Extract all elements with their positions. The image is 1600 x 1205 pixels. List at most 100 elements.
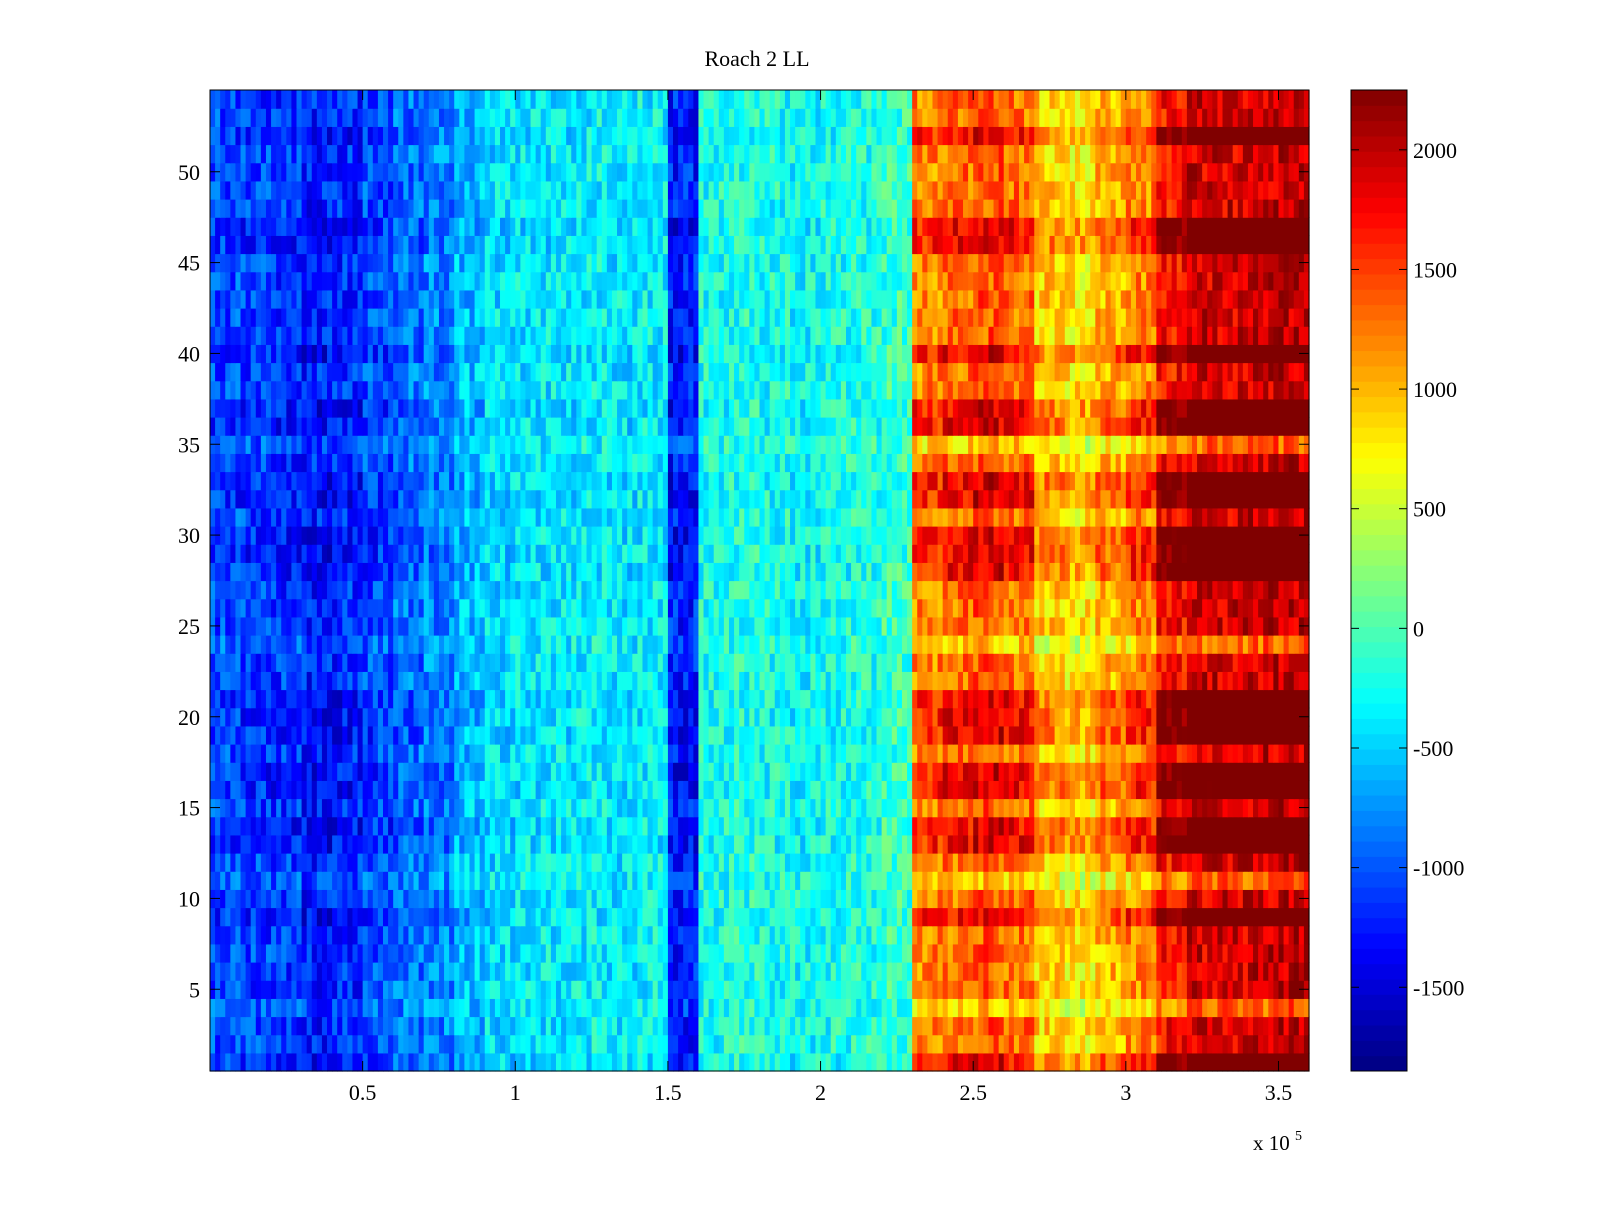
heatmap-cell xyxy=(490,998,496,1017)
heatmap-cell xyxy=(658,1053,664,1072)
heatmap-cell xyxy=(1075,690,1081,709)
heatmap-cell xyxy=(230,1017,236,1036)
heatmap-cell xyxy=(1161,780,1167,799)
heatmap-cell xyxy=(1294,889,1300,908)
heatmap-cell xyxy=(302,817,308,836)
heatmap-cell xyxy=(347,762,353,781)
heatmap-cell xyxy=(1263,889,1269,908)
heatmap-cell xyxy=(724,690,730,709)
heatmap-cell xyxy=(286,1017,292,1036)
heatmap-cell xyxy=(459,690,465,709)
heatmap-cell xyxy=(571,998,577,1017)
heatmap-cell xyxy=(1024,835,1030,854)
heatmap-cell xyxy=(490,980,496,999)
heatmap-cell xyxy=(927,726,933,745)
heatmap-cell xyxy=(668,653,674,672)
heatmap-cell xyxy=(841,944,847,963)
heatmap-cell xyxy=(999,708,1005,727)
heatmap-cell xyxy=(230,944,236,963)
heatmap-cell xyxy=(714,889,720,908)
heatmap-cell xyxy=(536,690,542,709)
heatmap-cell xyxy=(220,799,226,818)
heatmap-cell xyxy=(1289,762,1295,781)
heatmap-cell xyxy=(1167,1035,1173,1054)
heatmap-cell xyxy=(877,817,883,836)
heatmap-cell xyxy=(1050,799,1056,818)
heatmap-cell xyxy=(480,817,486,836)
heatmap-cell xyxy=(327,962,333,981)
heatmap-cell xyxy=(536,871,542,890)
heatmap-cell xyxy=(215,926,221,945)
heatmap-cell xyxy=(373,1053,379,1072)
heatmap-cell xyxy=(1263,708,1269,727)
heatmap-cell xyxy=(637,799,643,818)
heatmap-cell xyxy=(1105,708,1111,727)
heatmap-cell xyxy=(988,871,994,890)
heatmap-cell xyxy=(531,1053,537,1072)
heatmap-cell xyxy=(780,690,786,709)
heatmap-cell xyxy=(1182,926,1188,945)
heatmap-cell xyxy=(856,853,862,872)
heatmap-cell xyxy=(241,780,247,799)
heatmap-cell xyxy=(1192,780,1198,799)
heatmap-cell xyxy=(566,889,572,908)
heatmap-cell xyxy=(327,799,333,818)
heatmap-cell xyxy=(383,1017,389,1036)
heatmap-cell xyxy=(444,671,450,690)
heatmap-cell xyxy=(1141,944,1147,963)
heatmap-cell xyxy=(1075,653,1081,672)
heatmap-cell xyxy=(1146,1035,1152,1054)
heatmap-cell xyxy=(1258,726,1264,745)
heatmap-cell xyxy=(897,817,903,836)
heatmap-cell xyxy=(383,835,389,854)
heatmap-cell xyxy=(815,799,821,818)
heatmap-cell xyxy=(256,944,262,963)
heatmap-cell xyxy=(510,653,516,672)
heatmap-cell xyxy=(1029,799,1035,818)
heatmap-cell xyxy=(1273,889,1279,908)
heatmap-cell xyxy=(332,726,338,745)
heatmap-cell xyxy=(1243,908,1249,927)
heatmap-cell xyxy=(261,908,267,927)
heatmap-cell xyxy=(978,726,984,745)
heatmap-cell xyxy=(749,817,755,836)
heatmap-cell xyxy=(795,889,801,908)
heatmap-cell xyxy=(622,1017,628,1036)
heatmap-cell xyxy=(1009,998,1015,1017)
heatmap-cell xyxy=(744,835,750,854)
heatmap-cell xyxy=(602,1017,608,1036)
heatmap-cell xyxy=(1029,653,1035,672)
heatmap-cell xyxy=(1019,744,1025,763)
heatmap-cell xyxy=(770,653,776,672)
heatmap-cell xyxy=(342,635,348,654)
heatmap-cell xyxy=(877,744,883,763)
heatmap-cell xyxy=(775,926,781,945)
heatmap-cell xyxy=(317,653,323,672)
heatmap-cell xyxy=(581,671,587,690)
heatmap-cell xyxy=(220,962,226,981)
heatmap-cell xyxy=(882,726,888,745)
heatmap-cell xyxy=(1044,962,1050,981)
heatmap-cell xyxy=(968,908,974,927)
heatmap-cell xyxy=(475,671,481,690)
heatmap-cell xyxy=(368,817,374,836)
heatmap-cell xyxy=(1136,926,1142,945)
heatmap-cell xyxy=(266,908,272,927)
heatmap-cell xyxy=(815,780,821,799)
heatmap-cell xyxy=(663,671,669,690)
heatmap-cell xyxy=(383,1035,389,1054)
heatmap-cell xyxy=(760,1053,766,1072)
heatmap-cell xyxy=(861,780,867,799)
heatmap-cell xyxy=(1131,780,1137,799)
heatmap-cell xyxy=(897,944,903,963)
heatmap-cell xyxy=(871,690,877,709)
heatmap-cell xyxy=(485,926,491,945)
heatmap-cell xyxy=(861,980,867,999)
heatmap-cell xyxy=(403,1053,409,1072)
heatmap-cell xyxy=(1070,762,1076,781)
heatmap-cell xyxy=(877,653,883,672)
heatmap-cell xyxy=(744,671,750,690)
heatmap-cell xyxy=(408,1035,414,1054)
heatmap-cell xyxy=(1070,980,1076,999)
heatmap-cell xyxy=(1187,799,1193,818)
